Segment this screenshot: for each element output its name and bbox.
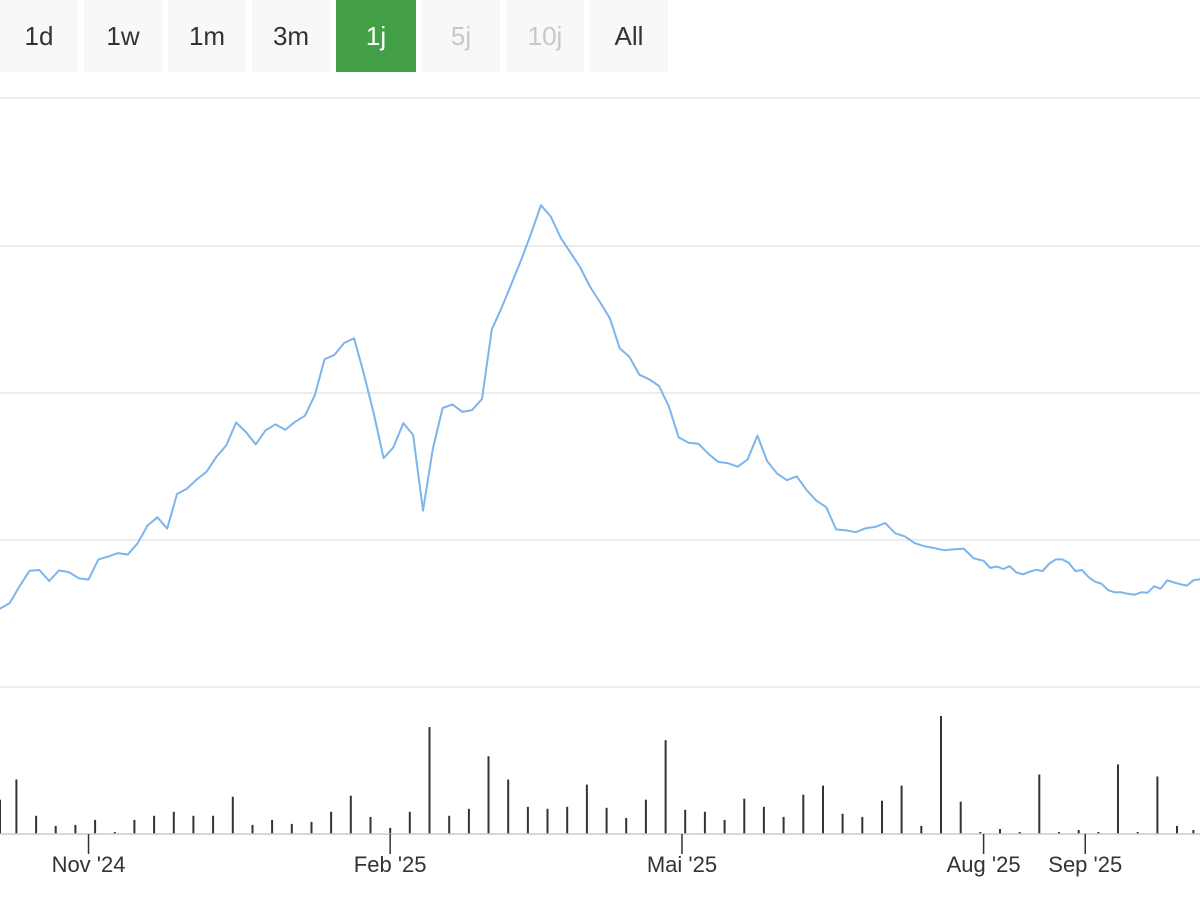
- volume-bar: [1117, 764, 1119, 834]
- x-tick-label: Aug '25: [947, 852, 1021, 877]
- volume-bar: [0, 799, 1, 834]
- volume-bar: [1038, 774, 1041, 834]
- volume-bar: [546, 808, 549, 834]
- volume-bar: [822, 785, 824, 834]
- volume-bar: [271, 819, 274, 834]
- volume-bar: [507, 779, 510, 834]
- grid-lines: [0, 97, 1200, 688]
- volume-bars: [0, 716, 1195, 834]
- volume-bar: [310, 821, 313, 834]
- volume-bar: [113, 832, 116, 834]
- volume-bar: [979, 832, 982, 834]
- volume-bar: [408, 811, 411, 834]
- volume-bar: [428, 727, 431, 834]
- volume-bar: [251, 824, 254, 834]
- volume-bar: [330, 811, 333, 834]
- volume-bar: [35, 815, 38, 834]
- volume-bar: [1192, 830, 1195, 834]
- volume-bar: [625, 817, 628, 834]
- range-tab-1j[interactable]: 1j: [336, 0, 416, 72]
- volume-bar: [743, 798, 746, 834]
- x-tick-label: Mai '25: [647, 852, 717, 877]
- volume-bar: [1156, 776, 1159, 834]
- range-selector: 1d 1w 1m 3m 1j 5j 10j All: [0, 0, 674, 72]
- volume-bar: [1058, 832, 1060, 834]
- range-tab-1m[interactable]: 1m: [168, 0, 246, 72]
- volume-bar: [369, 816, 372, 834]
- volume-bar: [900, 785, 903, 834]
- volume-bar: [133, 819, 136, 834]
- volume-bar: [74, 824, 77, 834]
- volume-bar: [290, 823, 293, 834]
- volume-bar: [212, 815, 215, 834]
- volume-bar: [192, 815, 195, 834]
- price-line: [0, 204, 1200, 610]
- volume-bar: [448, 815, 451, 834]
- volume-bar: [389, 827, 392, 834]
- volume-bar: [1136, 832, 1139, 834]
- volume-bar: [999, 829, 1001, 834]
- range-tab-3m[interactable]: 3m: [252, 0, 330, 72]
- volume-bar: [1176, 825, 1178, 834]
- volume-bar: [487, 756, 490, 834]
- x-tick-label: Feb '25: [354, 852, 427, 877]
- range-tab-10j: 10j: [506, 0, 584, 72]
- volume-bar: [762, 806, 765, 834]
- volume-bar: [153, 815, 156, 834]
- volume-bar: [684, 809, 687, 834]
- volume-bar: [1018, 832, 1021, 834]
- volume-bar: [526, 806, 529, 834]
- volume-bar: [566, 806, 569, 834]
- volume-bar: [467, 808, 470, 834]
- volume-bar: [881, 800, 883, 834]
- volume-bar: [1097, 832, 1100, 834]
- range-tab-5j: 5j: [422, 0, 500, 72]
- volume-bar: [94, 819, 97, 834]
- volume-bar: [349, 795, 352, 834]
- range-tab-all[interactable]: All: [590, 0, 668, 72]
- volume-bar: [861, 816, 864, 834]
- volume-bar: [54, 825, 57, 834]
- volume-bar: [231, 796, 234, 834]
- range-tab-1d[interactable]: 1d: [0, 0, 78, 72]
- volume-bar: [802, 794, 805, 834]
- volume-bar: [940, 716, 942, 834]
- volume-bar: [664, 740, 667, 834]
- volume-bar: [15, 779, 18, 834]
- range-tab-1w[interactable]: 1w: [84, 0, 162, 72]
- x-tick-label: Sep '25: [1048, 852, 1122, 877]
- volume-bar: [959, 801, 962, 834]
- volume-bar: [605, 807, 608, 834]
- volume-bar: [841, 813, 844, 834]
- x-axis: Nov '24 Feb '25 Mai '25 Aug '25 Sep '25: [52, 834, 1122, 877]
- price-chart: Nov '24 Feb '25 Mai '25 Aug '25 Sep '25: [0, 84, 1200, 900]
- volume-bar: [703, 811, 706, 834]
- volume-bar: [1077, 830, 1080, 834]
- volume-bar: [723, 819, 726, 834]
- x-tick-label: Nov '24: [52, 852, 126, 877]
- volume-bar: [644, 799, 647, 834]
- volume-bar: [585, 784, 588, 834]
- volume-bar: [782, 816, 785, 834]
- volume-bar: [920, 825, 923, 834]
- volume-bar: [172, 811, 175, 834]
